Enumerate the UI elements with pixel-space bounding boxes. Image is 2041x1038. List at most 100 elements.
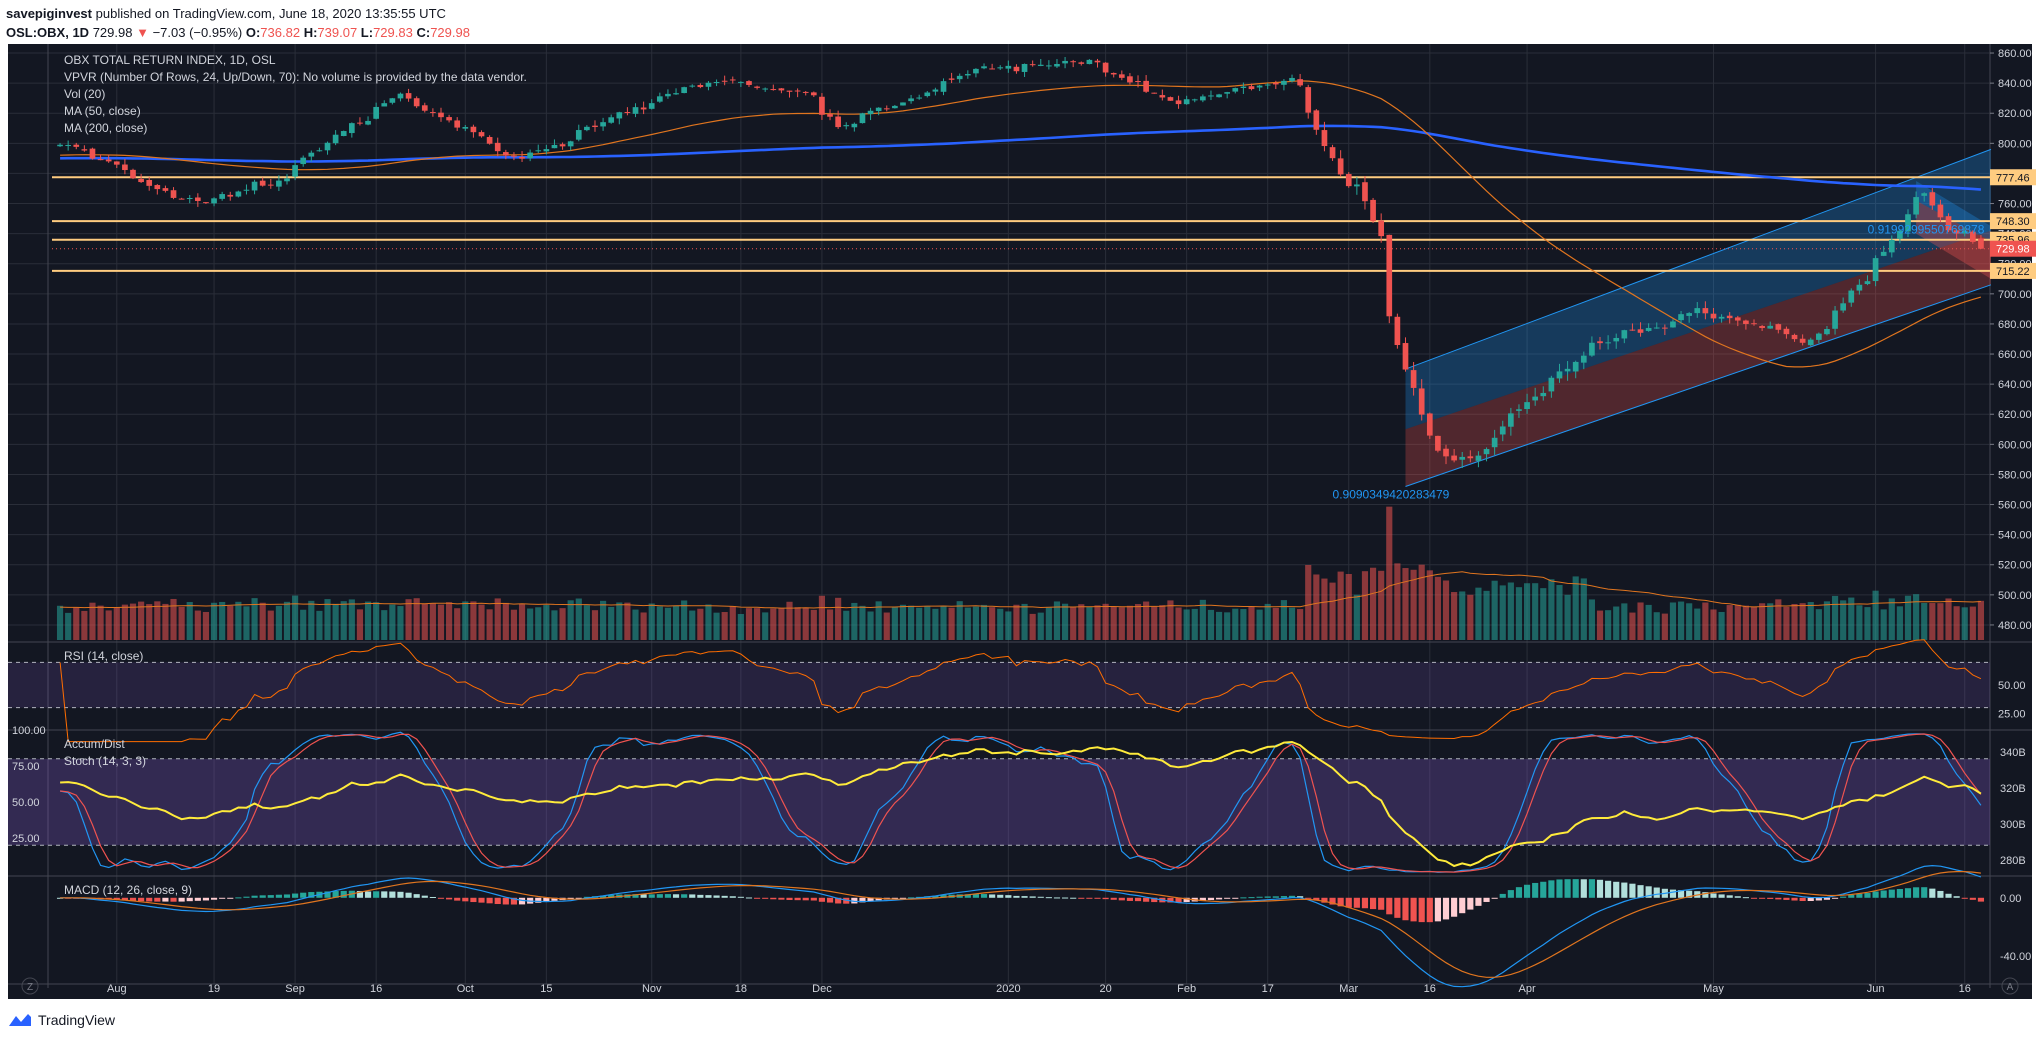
price-axis: 860.00840.00820.00800.00780.00760.00740.…	[1990, 48, 2032, 632]
stoch-title: Stoch (14, 3, 3)	[64, 754, 146, 768]
volume-bar	[1280, 600, 1287, 640]
price-change: −7.03 (−0.95%)	[152, 25, 243, 40]
candle-body	[57, 144, 63, 147]
volume-bar	[1345, 573, 1352, 640]
candle-body	[729, 79, 736, 81]
candle-body	[162, 188, 169, 191]
candle-body	[438, 112, 444, 118]
candle-body	[348, 123, 355, 134]
candle-body	[1605, 342, 1611, 344]
macd-hist-bar	[502, 897, 509, 905]
candle-body	[81, 149, 88, 151]
volume-bar	[300, 609, 307, 640]
ma50-line	[60, 80, 1982, 368]
volume-bar	[1726, 605, 1733, 640]
candle-body	[1775, 324, 1782, 330]
macd-hist-bar	[1264, 896, 1271, 898]
volume-bar	[1815, 609, 1822, 640]
candle-body	[1402, 343, 1409, 370]
volume-bar	[1313, 574, 1320, 640]
candle-body	[1272, 82, 1279, 85]
macd-hist-bar	[146, 897, 153, 902]
price-tick-label: 660.00	[1998, 349, 2032, 361]
volume-bar	[219, 601, 226, 640]
candle-body	[916, 97, 923, 99]
price-level-tag	[1990, 169, 2036, 186]
volume-bar	[972, 606, 980, 640]
volume-bar	[1896, 606, 1903, 640]
candle-body	[592, 125, 598, 128]
macd-hist-bar	[1378, 897, 1385, 910]
time-tick-label: Mar	[1339, 983, 1358, 995]
volume-bar	[964, 607, 971, 640]
volume-bar	[737, 614, 744, 640]
volume-bar	[1532, 583, 1539, 640]
price-tick-label: 620.00	[1998, 409, 2032, 421]
macd-hist-bar	[1013, 895, 1020, 898]
volume-bar	[859, 605, 866, 640]
candle-body	[721, 80, 728, 82]
macd-hist-bar	[1759, 897, 1766, 899]
candle-body	[1102, 62, 1109, 73]
symbol-label: OSL:OBX, 1D	[6, 25, 90, 40]
volume-bar	[875, 601, 882, 640]
macd-hist-bar	[308, 892, 315, 898]
candle-body	[324, 142, 331, 151]
brand-name[interactable]: TradingView	[38, 1012, 116, 1028]
candle-body	[1580, 355, 1587, 363]
volume-bar	[1483, 590, 1490, 640]
volume-bar	[843, 610, 850, 640]
rsi-tick-label: 25.00	[1998, 708, 2026, 720]
candle-body	[535, 150, 542, 152]
macd-hist-bar	[567, 897, 574, 900]
candle-body	[219, 194, 225, 199]
volume-bar	[1037, 612, 1044, 640]
macd-hist-bar	[1426, 897, 1433, 923]
candle-body	[1621, 330, 1628, 339]
candle-body	[1475, 455, 1482, 461]
candle-body	[1694, 308, 1701, 314]
candle-body	[997, 67, 1004, 69]
candle-body	[770, 89, 777, 91]
volume-bar	[1653, 612, 1660, 640]
time-tick-label: Sep	[285, 983, 305, 995]
macd-hist-bar	[1053, 897, 1061, 899]
macd-hist-bar	[373, 891, 380, 898]
time-tick-label: Feb	[1177, 983, 1196, 995]
macd-hist-bar	[494, 897, 501, 905]
stoch-band	[8, 758, 1990, 846]
candle-body	[430, 112, 436, 114]
last-price: 729.98	[92, 25, 133, 40]
candle-body	[1208, 95, 1214, 97]
macd-hist-bar	[697, 894, 704, 898]
volume-bar	[470, 601, 477, 640]
volume-bar	[1945, 598, 1952, 640]
candle-body	[1297, 79, 1303, 86]
candle-body	[478, 132, 485, 137]
candle-body	[186, 198, 193, 200]
candle-body	[1191, 99, 1198, 101]
macd-hist-bar	[1224, 897, 1231, 899]
volume-bar	[802, 607, 809, 640]
volume-bar	[162, 603, 169, 640]
time-tick-label: 20	[1099, 983, 1111, 995]
author-name[interactable]: savepiginvest	[6, 6, 92, 21]
macd-hist-bar	[891, 897, 898, 899]
macd-hist-bar	[1523, 884, 1531, 898]
macd-hist-bar	[510, 897, 518, 905]
macd-hist-bar	[324, 891, 331, 898]
candle-body	[178, 198, 185, 200]
volume-bar	[1215, 611, 1223, 640]
candle-body	[948, 78, 955, 80]
macd-hist-bar	[1256, 896, 1263, 898]
candle-body	[640, 107, 647, 110]
macd-hist-bar	[1288, 895, 1296, 898]
volume-ma-line	[60, 571, 1981, 609]
macd-hist-bar	[705, 895, 712, 898]
candle-body	[1345, 174, 1352, 187]
main-legend: OBX TOTAL RETURN INDEX, 1D, OSL VPVR (Num…	[64, 53, 527, 135]
volume-bar	[1240, 609, 1247, 640]
volume-bar	[56, 605, 64, 640]
volume-bar	[1710, 609, 1717, 640]
